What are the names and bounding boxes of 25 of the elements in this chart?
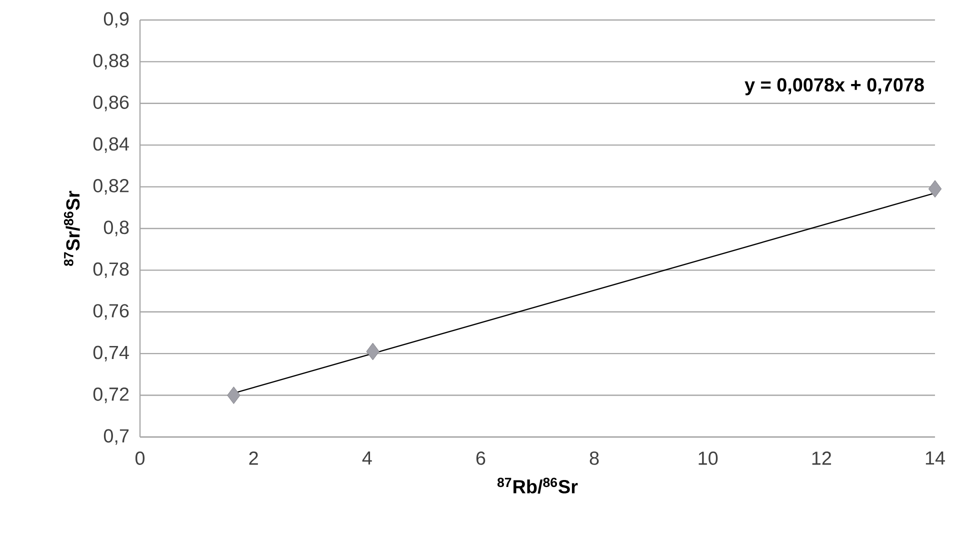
x-tick-label: 14 bbox=[926, 452, 945, 465]
y-tick-label: 0,78 bbox=[93, 262, 129, 278]
y-tick-label: 0,82 bbox=[93, 178, 129, 195]
y-tick-label: 0,74 bbox=[93, 346, 129, 362]
x-tick-label: 6 bbox=[476, 451, 486, 465]
x-tick-label: 0 bbox=[135, 451, 145, 465]
x-tick-label: 4 bbox=[362, 452, 372, 465]
y-tick-label: 0,88 bbox=[93, 54, 129, 70]
x-tick-label: 12 bbox=[812, 451, 832, 465]
x-tick-label: 10 bbox=[698, 451, 718, 465]
y-tick-label: 0,7 bbox=[104, 429, 129, 445]
y-tick-label: 0,86 bbox=[93, 96, 129, 112]
point bbox=[366, 342, 380, 360]
point bbox=[227, 386, 240, 404]
x-tick-label: 2 bbox=[249, 451, 258, 465]
y-tick-label: 0,84 bbox=[93, 137, 129, 153]
y-tick-label: 0,72 bbox=[93, 387, 129, 404]
annotation: y = 0,0078x + 0,7078 bbox=[744, 78, 924, 96]
y-tick-label: 0,8 bbox=[104, 220, 129, 236]
x-axis-title: $^{87}$Rb/$^{86}$Sr bbox=[497, 478, 578, 494]
y-tick-label: 0,76 bbox=[93, 304, 129, 320]
y-tick-label: 0,9 bbox=[104, 12, 129, 28]
point bbox=[928, 180, 942, 198]
y-axis-title: $^{87}$Sr/$^{86}$Sr bbox=[64, 190, 80, 266]
x-tick-label: 8 bbox=[590, 451, 599, 465]
